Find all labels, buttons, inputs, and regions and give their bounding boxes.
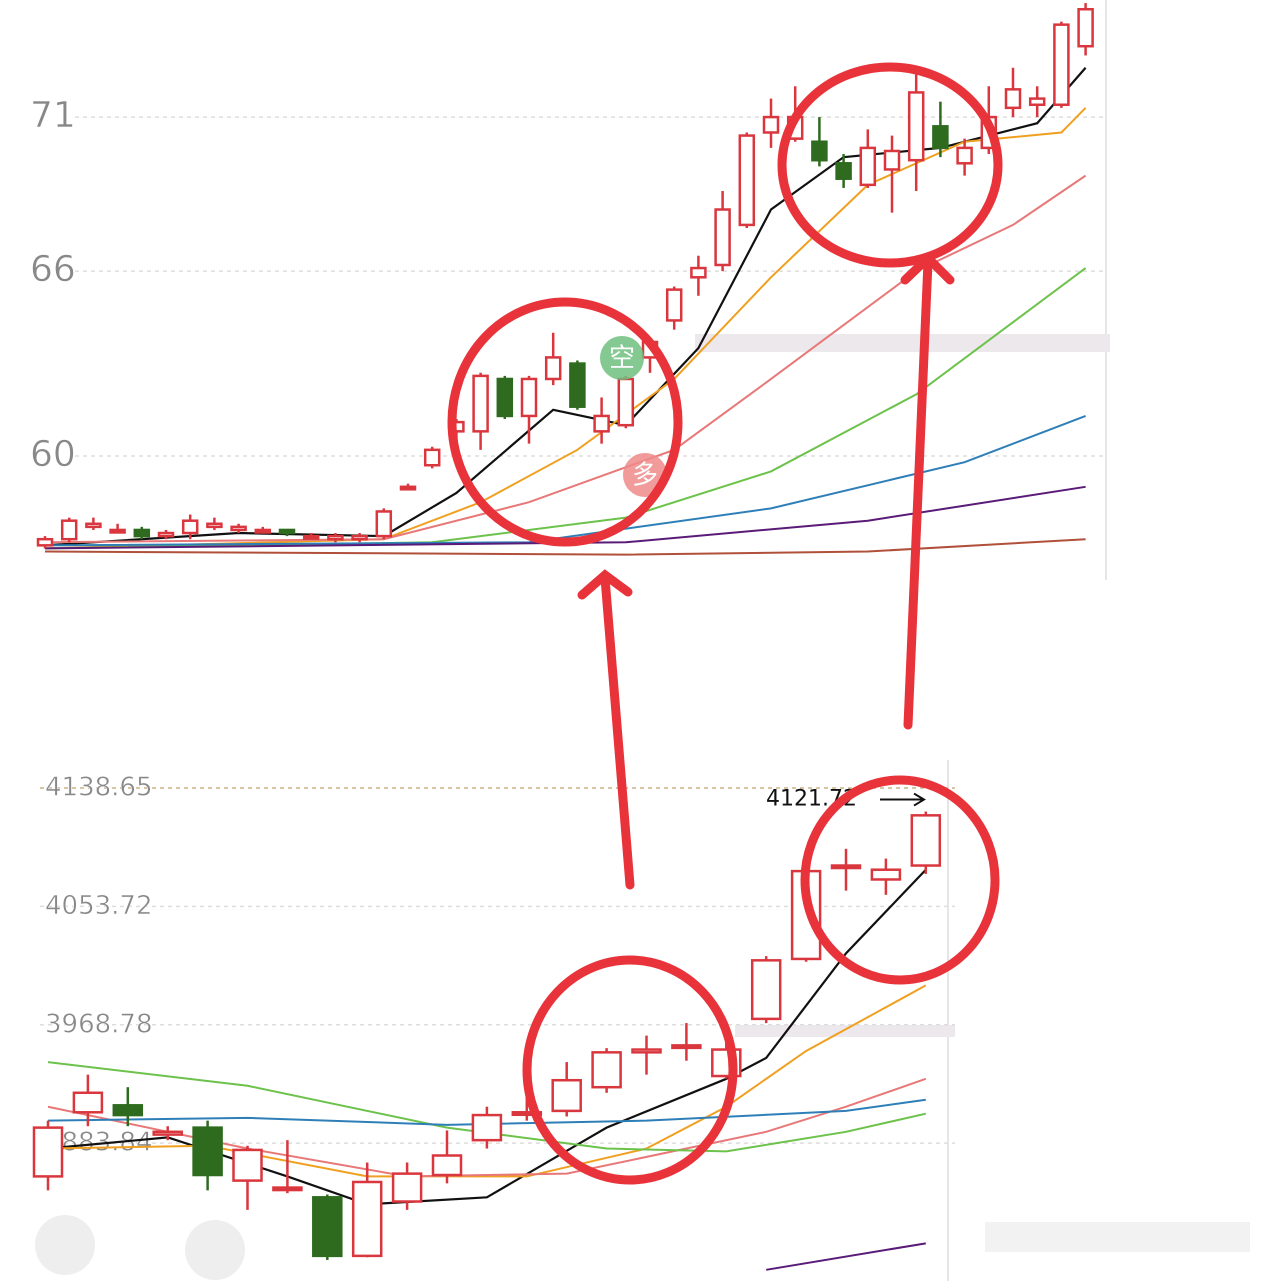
candle-body <box>830 864 862 870</box>
candle-body <box>272 1186 303 1192</box>
candle-body <box>520 377 538 418</box>
candle-body <box>60 519 78 541</box>
candle-body <box>423 448 441 467</box>
y-tick-label: 71 <box>30 95 76 136</box>
price-arrow <box>880 792 926 807</box>
candle-body <box>511 1111 543 1117</box>
y-tick-label: 60 <box>30 434 76 475</box>
candle-body <box>431 1154 463 1177</box>
candle-body <box>36 537 54 547</box>
candle-body <box>312 1196 343 1258</box>
candle-body <box>327 534 344 541</box>
candle-body <box>551 1078 582 1113</box>
y-tick-label: 66 <box>30 249 76 290</box>
highlight-band <box>695 334 1110 352</box>
ma-line <box>47 1098 926 1126</box>
candle-body <box>631 1048 662 1054</box>
candle-body <box>907 91 925 162</box>
badge-label: 多 <box>632 461 658 491</box>
candle-body <box>714 208 731 267</box>
candle-body <box>157 531 175 538</box>
candle-body <box>859 146 877 187</box>
candle-body <box>671 1044 702 1050</box>
candle-body <box>192 1126 223 1177</box>
candle-body <box>544 356 562 381</box>
ma-line <box>44 485 1086 550</box>
candle-body <box>811 140 828 162</box>
candle-body <box>690 266 707 279</box>
arrow <box>900 251 955 730</box>
y-tick-label: 3968.78 <box>45 1009 153 1039</box>
candle-body <box>956 146 973 165</box>
candle-body <box>302 534 320 540</box>
circle-mark <box>800 775 1000 985</box>
candle-body <box>206 522 223 529</box>
ma-line <box>44 174 1087 544</box>
candle-body <box>152 1130 183 1136</box>
arrow <box>577 569 635 890</box>
candle-body <box>278 528 296 535</box>
candle-body <box>870 868 902 881</box>
badge-label: 空 <box>609 344 635 374</box>
candle-body <box>1004 88 1022 110</box>
candle-body <box>133 528 151 538</box>
candle-body <box>591 1051 622 1089</box>
candle-body <box>471 1113 503 1142</box>
candle-body <box>617 377 635 427</box>
candle-body <box>472 374 489 433</box>
ma-line <box>44 415 1086 547</box>
candle-body <box>762 115 780 134</box>
candle-body <box>351 1180 383 1258</box>
ma-line <box>47 1061 927 1153</box>
candle-body <box>569 362 586 408</box>
candle-body <box>835 162 852 180</box>
candle-body <box>230 525 247 532</box>
candle-body <box>109 528 126 534</box>
candle-body <box>72 1091 104 1114</box>
candle-body <box>254 528 272 534</box>
candle-body <box>883 149 901 171</box>
candle-body <box>32 1126 64 1178</box>
candle-body <box>1053 23 1070 107</box>
hand-drawing <box>447 62 1003 1185</box>
candle-body <box>1028 97 1046 107</box>
candle-body <box>910 814 942 867</box>
ma-line <box>766 1242 926 1271</box>
badge <box>600 336 644 380</box>
y-tick-label: 4138.65 <box>45 772 153 802</box>
toolbar-button[interactable] <box>185 1220 245 1280</box>
candle-body <box>750 959 782 1021</box>
candle-body <box>496 377 514 418</box>
candle-body <box>1077 7 1094 48</box>
candle-body <box>375 510 393 538</box>
ma-line <box>44 107 1087 550</box>
candle-body <box>593 414 610 433</box>
circle-mark <box>522 955 738 1185</box>
ma-line <box>47 868 927 1206</box>
highlight-band <box>735 1025 955 1037</box>
candle-body <box>738 134 756 227</box>
y-tick-label: 4053.72 <box>45 891 153 921</box>
candle-body <box>85 522 102 529</box>
candle-body <box>181 519 199 535</box>
ma-line <box>44 538 1086 556</box>
candle-body <box>391 1172 423 1203</box>
circle-mark <box>447 297 683 547</box>
candle-body <box>932 125 949 150</box>
candle-body <box>112 1104 144 1117</box>
toolbar-button[interactable] <box>35 1215 95 1275</box>
candle-body <box>351 534 368 541</box>
charts: 716660空多4138.654053.723968.783883.844121… <box>30 3 1105 1271</box>
candle-body <box>665 288 683 322</box>
toolbar[interactable] <box>985 1222 1250 1252</box>
circle-mark <box>777 62 1003 268</box>
candle-body <box>232 1148 263 1182</box>
candle-body <box>399 485 417 491</box>
